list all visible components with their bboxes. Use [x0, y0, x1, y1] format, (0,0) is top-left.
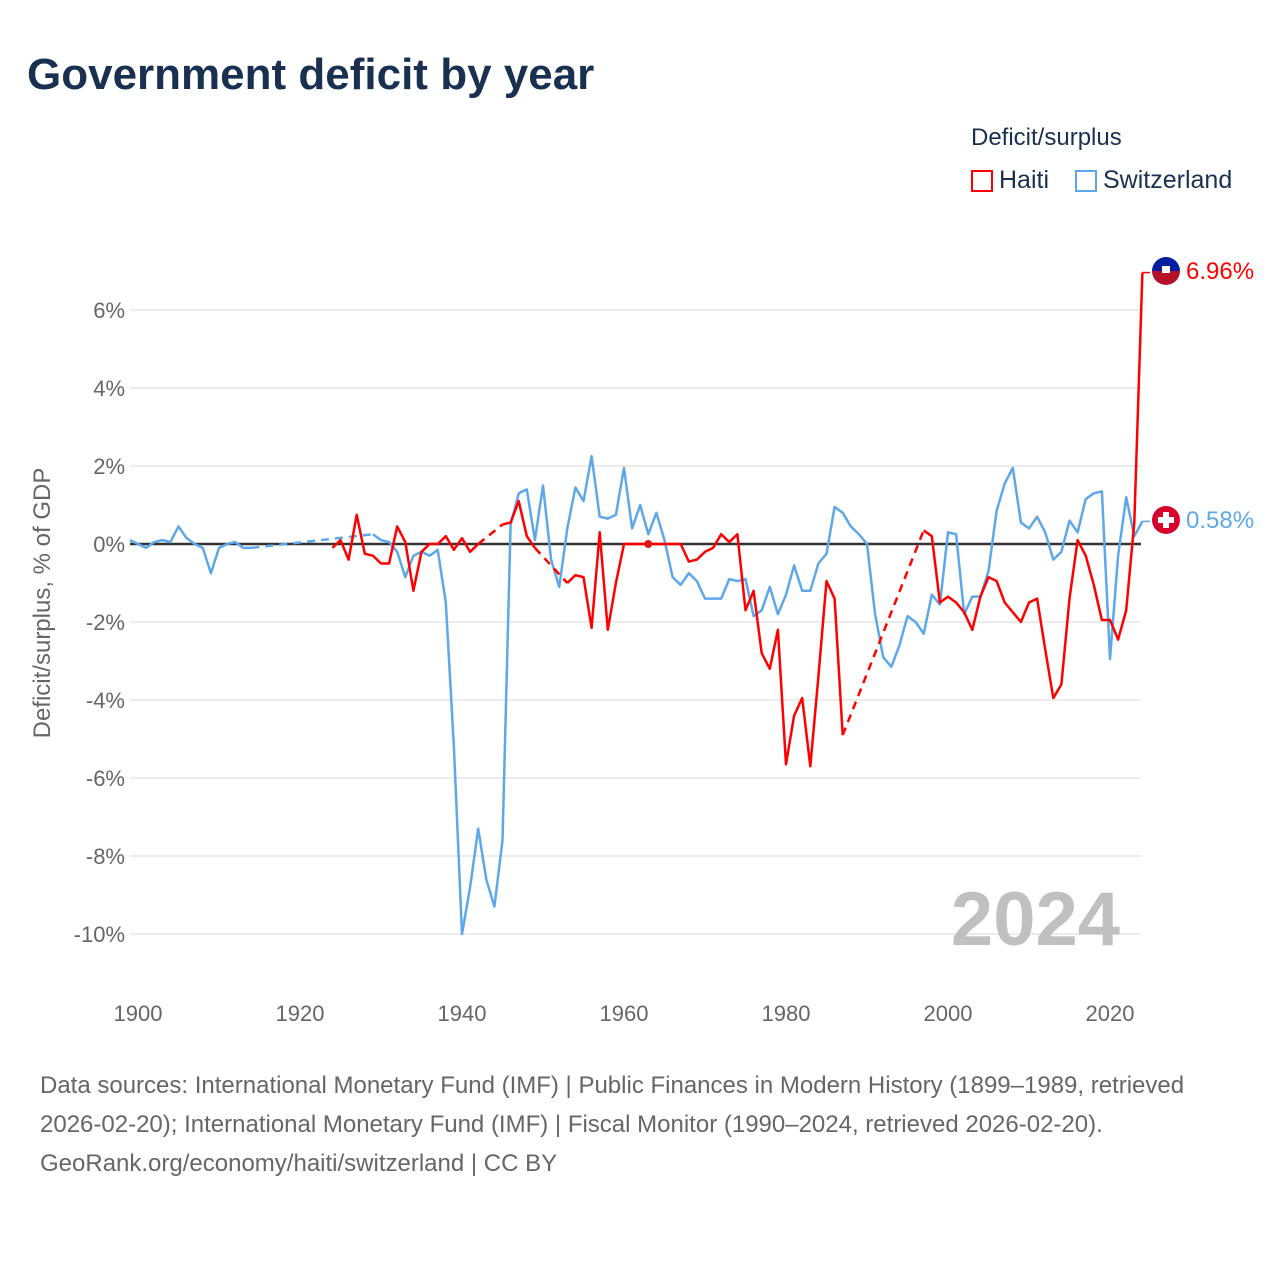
- y-tick-label: -6%: [86, 766, 125, 791]
- haiti-point-marker: [644, 540, 653, 548]
- y-tick-label: -8%: [86, 844, 125, 869]
- y-tick-label: -4%: [86, 688, 125, 713]
- x-tick-label: 1960: [600, 1001, 649, 1026]
- haiti-gap-line: [477, 523, 504, 545]
- haiti-series-line: [502, 499, 536, 549]
- y-tick-label: -2%: [86, 610, 125, 635]
- y-tick-label: 2%: [93, 454, 125, 479]
- haiti-series-line: [922, 272, 1144, 700]
- year-watermark: 2024: [951, 877, 1120, 962]
- x-tick-label: 1900: [114, 1001, 163, 1026]
- haiti-gap-line: [841, 529, 925, 736]
- switzerland-series-line: [372, 455, 1144, 936]
- x-tick-label: 2020: [1086, 1001, 1135, 1026]
- legend-label: Switzerland: [1103, 166, 1233, 194]
- y-tick-label: 0%: [93, 532, 125, 557]
- legend-swatch-haiti: [971, 169, 993, 192]
- plot-area: 6% 4% 2% 0% -2% -4% -6% -8% -10% 1900 1920 1940 1960…: [29, 257, 1254, 1026]
- x-tick-label: 1940: [438, 1001, 487, 1026]
- data-sources: Data sources: International Monetary Fun…: [40, 1072, 1185, 1138]
- switzerland-gap-line: [251, 533, 374, 550]
- x-tick-label: 1920: [276, 1001, 325, 1026]
- chart-title: Government deficit by year: [27, 50, 595, 99]
- footer: Data sources: International Monetary Fun…: [40, 1066, 1240, 1183]
- legend-item-switzerland[interactable]: Switzerland: [1075, 166, 1232, 195]
- switzerland-flag-icon: [1152, 506, 1180, 534]
- haiti-gap-line: [533, 547, 569, 584]
- y-axis-label: Deficit/surplus, % of GDP: [29, 468, 56, 739]
- haiti-end-label: 6.96%: [1186, 258, 1254, 285]
- y-tick-label: -10%: [74, 922, 125, 947]
- switzerland-series-line: [129, 525, 252, 575]
- switzerland-end-label: 0.58%: [1186, 507, 1254, 534]
- haiti-series-line: [566, 531, 844, 768]
- x-tick-label: 1980: [762, 1001, 811, 1026]
- haiti-series-line: [331, 513, 480, 593]
- y-tick-label: 6%: [93, 298, 125, 323]
- legend-label: Haiti: [999, 166, 1050, 194]
- legend-title: Deficit/surplus: [971, 124, 1122, 151]
- credit-link[interactable]: GeoRank.org/economy/haiti/switzerland | …: [40, 1150, 558, 1177]
- legend-swatch-switzerland: [1075, 169, 1097, 192]
- haiti-flag-icon: [1152, 257, 1180, 285]
- x-tick-label: 2000: [924, 1001, 973, 1026]
- legend-item-haiti[interactable]: Haiti: [971, 166, 1049, 195]
- y-tick-label: 4%: [93, 376, 125, 401]
